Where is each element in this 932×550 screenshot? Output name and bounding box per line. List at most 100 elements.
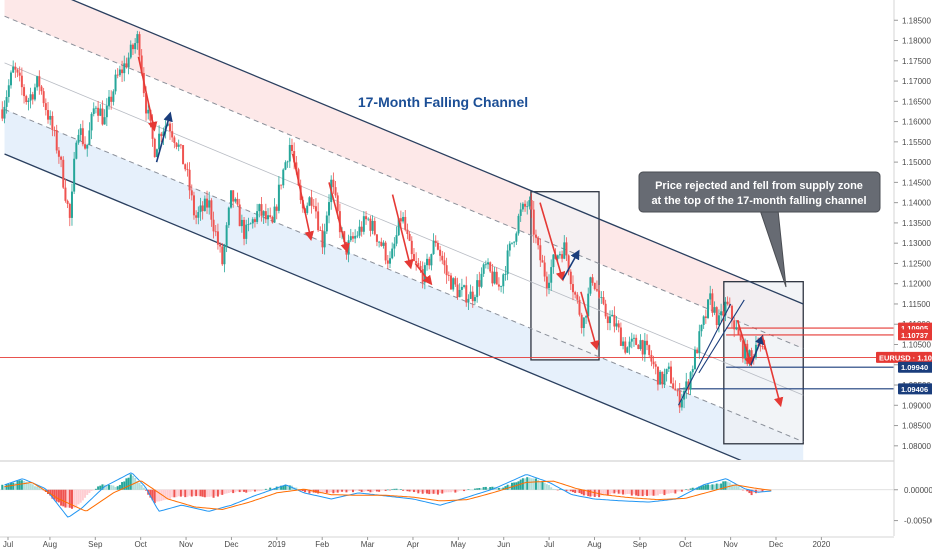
candle-body bbox=[293, 151, 296, 163]
candle-body bbox=[267, 215, 270, 220]
candle-body bbox=[20, 75, 23, 88]
macd-histogram-bar bbox=[495, 488, 498, 490]
macd-histogram-bar bbox=[308, 489, 311, 494]
callout[interactable]: Price rejected and fell from supply zone… bbox=[638, 171, 881, 288]
macd-histogram-bar bbox=[184, 489, 187, 498]
candle-body bbox=[23, 87, 26, 97]
candle-body bbox=[129, 44, 132, 58]
projection-arrows[interactable] bbox=[137, 56, 784, 408]
candle-body bbox=[384, 242, 387, 261]
macd-histogram-bar bbox=[301, 489, 304, 492]
candle-body bbox=[38, 76, 41, 87]
candle-body bbox=[195, 215, 198, 218]
candle-body bbox=[247, 224, 250, 225]
macd-histogram-bar bbox=[458, 489, 461, 491]
price-tick-label: 1.14500 bbox=[902, 178, 931, 187]
arrow-4[interactable] bbox=[328, 182, 350, 254]
macd-histogram-bar bbox=[38, 487, 41, 490]
signal-line bbox=[4, 480, 772, 512]
arrow-10[interactable] bbox=[736, 319, 754, 367]
macd-histogram-bar bbox=[101, 484, 104, 490]
macd-histogram-bar bbox=[223, 489, 226, 494]
arrow-3[interactable] bbox=[291, 153, 314, 241]
macd-histogram-bar bbox=[260, 489, 263, 491]
macd-histogram-bar bbox=[534, 478, 537, 490]
macd-histogram-bar bbox=[345, 489, 348, 493]
trendline-1[interactable] bbox=[677, 303, 732, 406]
candle-body bbox=[29, 94, 32, 101]
channel-upper-dashed[interactable] bbox=[4, 15, 804, 350]
macd-histogram-bar bbox=[25, 481, 28, 490]
macd-histogram-bar bbox=[637, 489, 640, 497]
macd-histogram-bar bbox=[591, 489, 594, 496]
candle-body bbox=[606, 316, 609, 324]
macd-histogram-bar bbox=[473, 488, 476, 490]
macd-histogram-bar bbox=[7, 484, 10, 490]
candle-body bbox=[140, 55, 143, 74]
candle-body bbox=[730, 305, 733, 321]
candle-body bbox=[314, 206, 317, 212]
candle-body bbox=[726, 301, 729, 304]
candle-body bbox=[378, 241, 381, 243]
macd-axis[interactable]: 0.00000 -0.00500 bbox=[894, 486, 932, 526]
time-tick-label: Sep bbox=[88, 540, 103, 549]
price-tick-label: 1.10500 bbox=[902, 340, 931, 349]
candle-body bbox=[121, 69, 124, 74]
candle-body bbox=[77, 134, 80, 143]
channel-mid-line[interactable] bbox=[4, 62, 804, 396]
candle-body bbox=[550, 267, 553, 283]
macd-histogram-bar bbox=[585, 489, 588, 495]
candle-body bbox=[707, 299, 710, 318]
arrow-8[interactable] bbox=[562, 249, 580, 281]
time-tick-label: Jun bbox=[497, 540, 510, 549]
candle-body bbox=[541, 260, 544, 263]
macd-histogram-bar bbox=[18, 480, 21, 490]
channel-upper-line[interactable] bbox=[5, 0, 804, 305]
candle-body bbox=[68, 203, 71, 218]
candle-body bbox=[632, 337, 635, 339]
trendline-2[interactable] bbox=[698, 299, 745, 374]
arrow-6[interactable] bbox=[414, 262, 433, 286]
macd-histogram-bar bbox=[476, 488, 479, 490]
macd-histogram-bar bbox=[759, 489, 762, 492]
candle-body bbox=[508, 243, 511, 251]
macd-histogram-bar bbox=[284, 485, 287, 490]
time-tick-label: Mar bbox=[361, 540, 375, 549]
candle-body bbox=[613, 314, 616, 327]
arrow-2[interactable] bbox=[155, 111, 173, 163]
channel-lower-dashed[interactable] bbox=[4, 108, 804, 443]
arrow-5[interactable] bbox=[391, 194, 414, 270]
macd-histogram-bar bbox=[360, 489, 363, 492]
falling-channel[interactable] bbox=[4, 0, 804, 486]
time-axis[interactable]: Jul Aug Sep Oct Nov Dec 2019 Feb Mar Apr May Jun Jul… bbox=[0, 536, 894, 549]
candle-body bbox=[380, 241, 383, 246]
candle-body bbox=[580, 314, 583, 329]
arrow-7[interactable] bbox=[539, 202, 566, 282]
arrow-11[interactable] bbox=[750, 334, 765, 366]
macd-histogram-bar bbox=[262, 489, 265, 491]
candle-body bbox=[197, 212, 200, 218]
candle-body bbox=[750, 350, 753, 357]
macd-histogram-bar bbox=[563, 489, 566, 491]
candle-body bbox=[711, 293, 714, 313]
highlight-box-2[interactable] bbox=[723, 281, 804, 445]
candle-body bbox=[240, 219, 243, 227]
macd-histogram-bar bbox=[79, 489, 82, 503]
candle-body bbox=[650, 354, 653, 362]
channel-lower-line[interactable] bbox=[4, 153, 804, 486]
candle-body bbox=[145, 93, 148, 114]
macd-histogram-bar bbox=[680, 489, 683, 492]
candle-body bbox=[199, 205, 202, 213]
candle-body bbox=[473, 297, 476, 302]
macd-histogram-bar bbox=[423, 489, 426, 493]
arrow-9[interactable] bbox=[580, 291, 600, 351]
arrow-1[interactable] bbox=[137, 56, 158, 132]
arrow-12[interactable] bbox=[761, 336, 784, 408]
candle-body bbox=[478, 280, 481, 287]
candle-body bbox=[12, 66, 15, 73]
candle-body bbox=[397, 218, 400, 236]
macd-histogram-bar bbox=[449, 489, 452, 493]
candle-body bbox=[319, 230, 322, 231]
price-tick-label: 1.13000 bbox=[902, 239, 931, 248]
